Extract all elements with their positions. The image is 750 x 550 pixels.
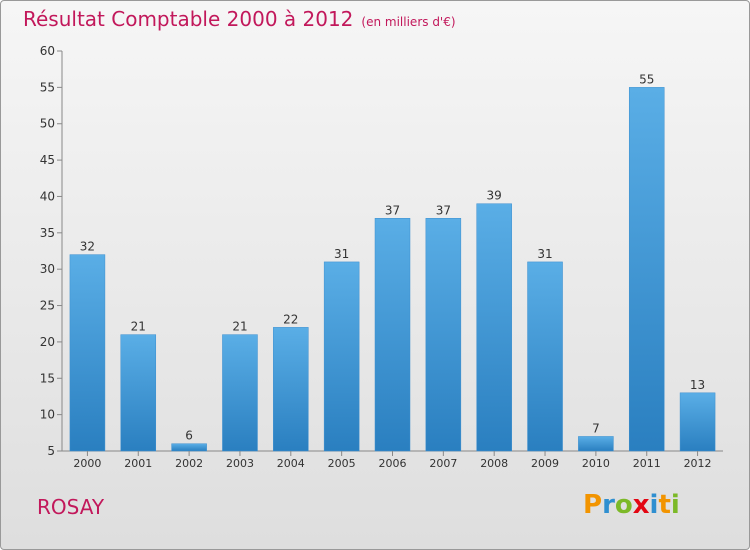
town-name: ROSAY — [37, 495, 105, 519]
bar-2010 — [578, 436, 614, 452]
chart-title-text: Résultat Comptable 2000 à 2012 — [23, 7, 354, 31]
y-tick-label: 60 — [40, 44, 55, 58]
x-tick-label-2009: 2009 — [531, 457, 559, 470]
logo-letter: r — [602, 490, 615, 520]
logo-letter: o — [614, 490, 633, 520]
data-label-2002: 6 — [185, 429, 193, 443]
data-label-2008: 39 — [487, 189, 502, 203]
x-tick-label-2007: 2007 — [429, 457, 457, 470]
data-label-2003: 21 — [232, 320, 247, 334]
y-tick-label: 45 — [40, 153, 55, 167]
x-tick-label-2005: 2005 — [328, 457, 356, 470]
y-tick-label: 30 — [40, 262, 55, 276]
y-tick-label: 35 — [40, 226, 55, 240]
bar-2009 — [527, 261, 563, 452]
data-label-2007: 37 — [436, 203, 451, 217]
data-label-2009: 31 — [537, 247, 552, 261]
x-tick-label-2002: 2002 — [175, 457, 203, 470]
y-tick-label: 50 — [40, 117, 55, 131]
x-tick-label-2010: 2010 — [582, 457, 610, 470]
bar-2011 — [628, 87, 665, 452]
bar-2003 — [222, 334, 258, 452]
y-tick-label: 15 — [40, 371, 55, 385]
y-tick-label: 10 — [40, 408, 55, 422]
x-tick-label-2001: 2001 — [124, 457, 152, 470]
data-label-2004: 22 — [283, 312, 298, 326]
bar-2006 — [374, 218, 411, 452]
bar-2012 — [679, 392, 716, 452]
logo-letter: P — [583, 490, 603, 520]
bar-2004 — [273, 327, 309, 452]
y-tick-label: 20 — [40, 335, 55, 349]
chart-subtitle: (en milliers d'€) — [361, 15, 456, 29]
data-label-2000: 32 — [80, 240, 95, 254]
data-label-2012: 13 — [690, 378, 705, 392]
bar-2001 — [120, 334, 157, 452]
bar-2005 — [323, 261, 360, 452]
data-label-2001: 21 — [131, 320, 146, 334]
x-tick-label-2012: 2012 — [684, 457, 712, 470]
bar-2008 — [476, 203, 512, 452]
y-tick-label: 25 — [40, 299, 55, 313]
bar-2007 — [425, 218, 462, 452]
x-tick-label-2003: 2003 — [226, 457, 254, 470]
x-tick-label-2011: 2011 — [633, 457, 661, 470]
proxiti-logo: Proxiti — [583, 490, 680, 520]
bar-2002 — [171, 443, 207, 452]
x-tick-label-2000: 2000 — [73, 457, 101, 470]
y-tick-label: 5 — [47, 444, 55, 458]
data-label-2011: 55 — [639, 72, 654, 86]
logo-letter: t — [658, 490, 671, 520]
logo-letter: i — [649, 490, 659, 520]
y-tick-label: 40 — [40, 189, 55, 203]
chart-title: Résultat Comptable 2000 à 2012 (en millie… — [23, 7, 456, 31]
x-tick-label-2008: 2008 — [480, 457, 508, 470]
data-label-2006: 37 — [385, 203, 400, 217]
x-tick-label-2004: 2004 — [277, 457, 305, 470]
data-label-2010: 7 — [592, 421, 600, 435]
logo-letter: x — [632, 490, 650, 520]
bar-2000 — [69, 254, 106, 452]
y-tick-label: 55 — [40, 80, 55, 94]
x-tick-label-2006: 2006 — [379, 457, 407, 470]
logo-letter: i — [670, 490, 680, 520]
data-label-2005: 31 — [334, 247, 349, 261]
